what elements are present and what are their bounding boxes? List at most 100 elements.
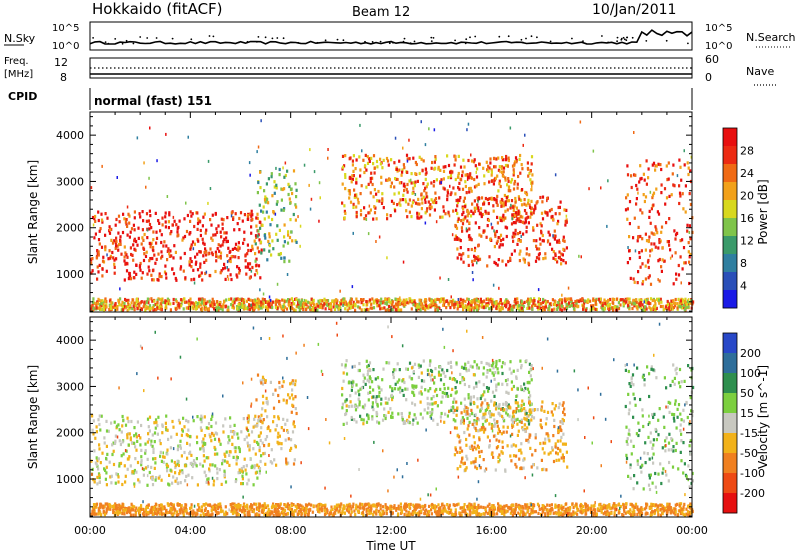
echo-cell [454,446,457,450]
echo-cell [479,297,482,301]
echo-cell [283,260,286,264]
echo-cell [182,307,185,311]
echo-cell [231,255,234,259]
echo-cell [639,300,642,305]
echo-cell [114,481,117,485]
echo-cell [480,360,483,365]
echo-cell [117,423,120,427]
echo-cell [660,183,663,187]
echo-cell [275,186,278,190]
echo-cell [493,418,496,422]
echo-cell [269,460,272,464]
echo-cell-sparse [475,170,477,174]
echo-cell [465,454,468,458]
echo-cell [688,255,691,259]
noise-search-dot [402,40,405,43]
echo-cell [467,396,470,400]
echo-cell [519,239,522,243]
echo-cell [476,305,479,309]
echo-cell [445,394,448,398]
echo-cell [205,249,208,253]
echo-cell [511,432,514,436]
echo-cell [489,157,492,161]
echo-cell [95,306,98,310]
echo-cell [172,425,175,429]
echo-cell [166,463,169,467]
echo-cell [672,363,675,367]
echo-cell [601,307,604,311]
echo-cell-sparse [424,221,427,225]
echo-cell [153,466,156,470]
echo-cell [667,177,670,181]
echo-cell [655,187,658,191]
echo-cell [151,483,155,487]
echo-cell [211,304,214,308]
echo-cell [546,196,549,201]
echo-cell [478,212,481,216]
echo-cell [564,442,567,446]
echo-cell [492,424,496,428]
echo-cell [454,192,457,196]
echo-cell [510,459,513,463]
echo-cell [558,302,561,307]
echo-cell [514,444,518,448]
echo-cell-sparse [406,159,409,163]
echo-cell [181,469,184,473]
echo-cell [658,298,661,302]
echo-cell [209,218,212,222]
echo-cell [95,256,98,260]
echo-cell [518,219,521,223]
echo-cell [523,202,526,206]
echo-cell [164,225,167,229]
echo-cell [552,250,555,254]
echo-cell [431,200,435,204]
echo-cell-sparse [558,238,560,242]
echo-cell [206,300,209,304]
echo-cell [637,270,640,274]
echo-cell [171,223,174,227]
echo-cell [393,387,397,391]
echo-cell [439,365,442,369]
echo-cell [417,197,420,201]
echo-cell [469,214,473,218]
echo-cell-sparse [499,170,501,174]
noise-search-dot [256,41,258,43]
echo-cell [212,479,216,483]
echo-cell [482,366,485,370]
echo-cell [435,393,439,398]
echo-cell [544,211,547,215]
noise-search-dot [625,39,628,42]
echo-cell [176,234,179,238]
echo-cell [193,277,196,281]
echo-cell [642,193,645,197]
echo-cell [292,462,296,466]
echo-cell [388,361,391,365]
echo-cell [536,408,539,412]
echo-cell [685,301,688,305]
echo-cell-sparse [149,126,151,130]
echo-cell [367,182,370,186]
echo-cell [101,267,104,271]
echo-cell [498,430,501,434]
echo-cell [245,435,248,439]
echo-cell [235,297,238,301]
echo-cell [688,224,691,228]
echo-cell [353,195,356,199]
echo-cell [373,211,377,215]
echo-cell [511,421,514,425]
echo-cell [267,239,270,244]
echo-cell [126,467,129,471]
echo-cell [318,301,321,305]
echo-cell [284,173,287,178]
echo-cell [187,428,190,432]
echo-cell [455,226,459,230]
echo-cell [473,306,476,310]
echo-cell [643,298,646,302]
echo-cell [528,298,532,302]
echo-cell [452,209,455,213]
echo-cell [396,203,399,207]
echo-cell [371,297,374,301]
echo-cell [349,400,352,404]
echo-cell [523,388,526,393]
echo-cell [477,366,480,370]
